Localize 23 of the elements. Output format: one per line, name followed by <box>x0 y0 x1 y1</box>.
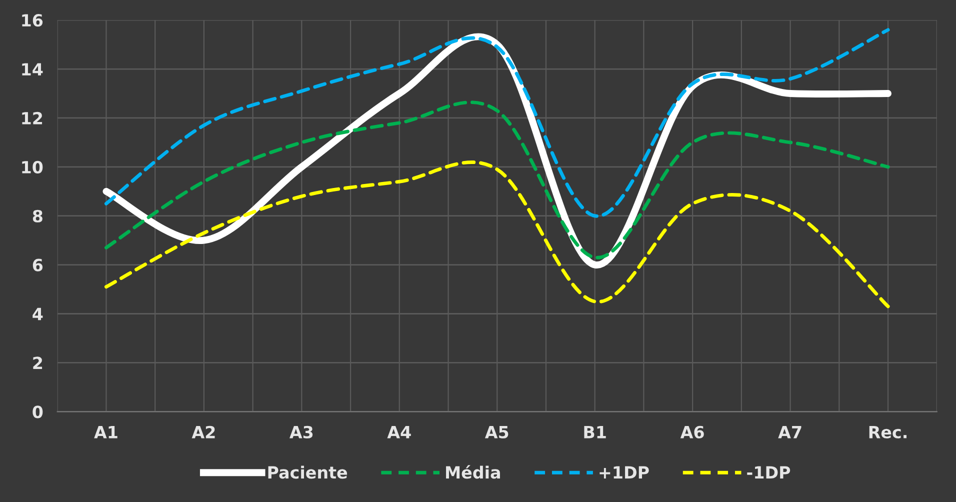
y-tick-label: 0 <box>32 406 43 418</box>
x-tick-label: A2 <box>192 426 215 438</box>
legend-label: Média <box>446 465 500 479</box>
y-tick-label: 16 <box>22 14 43 27</box>
y-tick-label: 14 <box>22 63 43 76</box>
legend-label: -1DP <box>747 466 790 478</box>
x-tick-label: Rec. <box>869 426 906 438</box>
x-tick-label: A7 <box>778 426 802 438</box>
x-tick-label: A6 <box>680 426 704 438</box>
x-tick-label: A1 <box>94 426 118 438</box>
x-tick-label: B1 <box>584 426 606 438</box>
y-tick-label: 2 <box>33 356 42 370</box>
y-tick-label: 10 <box>22 160 43 174</box>
y-tick-label: 4 <box>32 308 43 320</box>
y-tick-label: 12 <box>22 112 42 124</box>
x-tick-label: A4 <box>387 426 411 438</box>
y-tick-label: 8 <box>32 210 42 222</box>
legend-label: +1DP <box>600 466 649 478</box>
x-tick-label: A5 <box>484 426 508 438</box>
legend-label: Paciente <box>268 466 348 479</box>
y-tick-label: 6 <box>32 258 43 272</box>
line-series <box>104 28 890 218</box>
x-tick-label: A3 <box>290 426 313 438</box>
